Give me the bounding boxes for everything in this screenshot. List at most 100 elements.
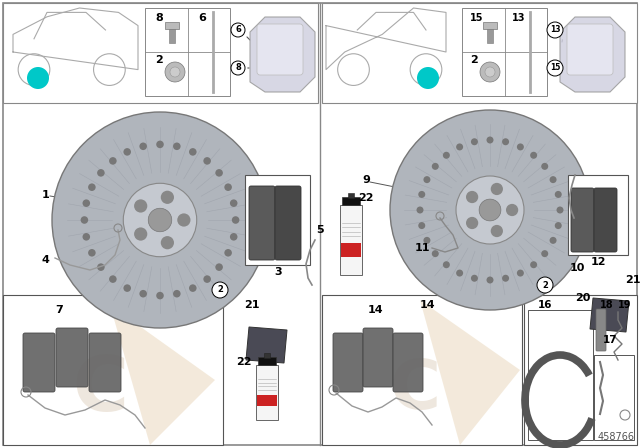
Circle shape xyxy=(390,110,590,310)
Circle shape xyxy=(109,276,116,283)
Text: 20: 20 xyxy=(575,293,590,303)
Circle shape xyxy=(189,148,196,155)
Bar xyxy=(258,357,276,365)
Bar xyxy=(483,22,497,29)
FancyBboxPatch shape xyxy=(275,186,301,260)
Polygon shape xyxy=(110,305,215,445)
Circle shape xyxy=(547,22,563,38)
Circle shape xyxy=(479,199,501,221)
Circle shape xyxy=(530,261,537,268)
Circle shape xyxy=(432,163,439,170)
FancyBboxPatch shape xyxy=(594,188,617,252)
Text: 6: 6 xyxy=(198,13,206,23)
Bar xyxy=(256,365,278,420)
Text: 2: 2 xyxy=(542,280,548,289)
Bar xyxy=(342,197,360,205)
Circle shape xyxy=(215,169,223,177)
FancyBboxPatch shape xyxy=(333,333,363,392)
Circle shape xyxy=(506,204,518,216)
Circle shape xyxy=(502,138,509,145)
Bar xyxy=(462,8,547,96)
Polygon shape xyxy=(420,300,520,445)
Bar xyxy=(322,3,637,103)
Circle shape xyxy=(52,112,268,328)
Text: 21: 21 xyxy=(244,300,260,310)
Circle shape xyxy=(134,228,147,241)
Circle shape xyxy=(456,176,524,244)
Text: 8: 8 xyxy=(235,64,241,73)
Bar xyxy=(264,353,270,358)
FancyBboxPatch shape xyxy=(56,328,88,387)
Text: 11: 11 xyxy=(415,243,431,253)
Circle shape xyxy=(466,217,478,229)
Bar xyxy=(594,355,634,440)
Circle shape xyxy=(471,275,478,282)
Text: 22: 22 xyxy=(237,357,252,367)
Circle shape xyxy=(432,250,439,257)
Circle shape xyxy=(170,67,180,77)
Bar xyxy=(322,295,522,445)
Text: 6: 6 xyxy=(235,26,241,34)
Bar xyxy=(524,295,637,445)
Bar xyxy=(3,295,223,445)
Circle shape xyxy=(486,276,493,284)
FancyBboxPatch shape xyxy=(23,333,55,392)
Circle shape xyxy=(555,222,562,229)
Bar xyxy=(245,175,310,265)
Circle shape xyxy=(173,290,180,297)
Circle shape xyxy=(517,270,524,276)
Circle shape xyxy=(502,275,509,282)
Text: 2: 2 xyxy=(470,55,477,65)
FancyBboxPatch shape xyxy=(89,333,121,392)
Circle shape xyxy=(557,207,563,214)
Text: 12: 12 xyxy=(590,257,605,267)
Circle shape xyxy=(97,169,105,177)
Circle shape xyxy=(547,60,563,76)
Circle shape xyxy=(140,142,147,150)
Circle shape xyxy=(148,208,172,232)
Circle shape xyxy=(232,216,239,224)
Text: 15: 15 xyxy=(550,64,560,73)
Circle shape xyxy=(485,67,495,77)
Circle shape xyxy=(486,137,493,143)
Circle shape xyxy=(537,277,553,293)
Text: 13: 13 xyxy=(512,13,525,23)
Bar xyxy=(528,310,593,440)
Bar xyxy=(3,3,318,103)
Circle shape xyxy=(88,249,95,257)
Circle shape xyxy=(124,148,131,155)
Circle shape xyxy=(419,191,425,198)
Text: 458766: 458766 xyxy=(598,432,635,442)
FancyBboxPatch shape xyxy=(363,328,393,387)
Text: 2: 2 xyxy=(217,285,223,294)
Circle shape xyxy=(225,249,232,257)
Text: 19: 19 xyxy=(618,300,632,310)
Circle shape xyxy=(225,183,232,191)
Circle shape xyxy=(456,270,463,276)
Circle shape xyxy=(230,233,237,241)
Circle shape xyxy=(517,143,524,151)
Circle shape xyxy=(161,236,174,249)
Bar xyxy=(169,29,175,43)
Circle shape xyxy=(156,141,164,148)
Text: 5: 5 xyxy=(316,225,324,235)
Bar xyxy=(348,193,354,198)
Circle shape xyxy=(424,176,431,183)
Text: 14: 14 xyxy=(368,305,383,315)
Circle shape xyxy=(156,292,164,299)
Circle shape xyxy=(134,199,147,213)
Circle shape xyxy=(161,191,174,204)
Polygon shape xyxy=(548,310,595,440)
Circle shape xyxy=(140,290,147,297)
Polygon shape xyxy=(560,17,625,92)
Circle shape xyxy=(541,163,548,170)
Circle shape xyxy=(27,67,49,89)
Text: 13: 13 xyxy=(550,26,560,34)
Circle shape xyxy=(189,284,196,292)
Text: 16: 16 xyxy=(538,300,552,310)
FancyBboxPatch shape xyxy=(567,24,613,75)
Circle shape xyxy=(204,157,211,165)
Circle shape xyxy=(417,67,439,89)
Circle shape xyxy=(231,23,245,37)
FancyBboxPatch shape xyxy=(596,309,606,351)
